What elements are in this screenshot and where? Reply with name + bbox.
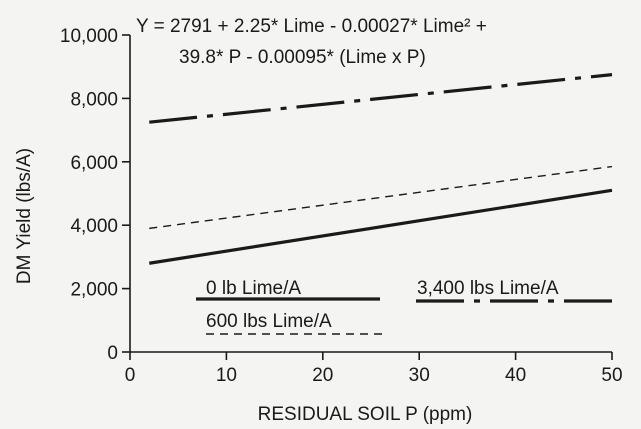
x-tick-label: 40 bbox=[505, 365, 526, 386]
series-line-2 bbox=[149, 73, 613, 124]
x-tick-label: 30 bbox=[409, 365, 430, 386]
legend-label-3400-lbs: 3,400 lbs Lime/A bbox=[417, 278, 559, 299]
series-line-0 bbox=[149, 188, 613, 265]
y-ticks: 0 2,000 4,000 6,000 8,000 10,000 bbox=[60, 26, 130, 364]
x-axis-label: RESIDUAL SOIL P (ppm) bbox=[258, 404, 473, 425]
series-lines bbox=[149, 73, 613, 265]
y-axis-label: DM Yield (lbs/A) bbox=[14, 148, 35, 284]
x-tick-label: 10 bbox=[216, 365, 237, 386]
x-tick-label: 50 bbox=[601, 365, 622, 386]
x-tick-label: 0 bbox=[125, 365, 136, 386]
y-tick-label: 0 bbox=[107, 343, 118, 364]
y-tick-label: 6,000 bbox=[70, 153, 118, 174]
equation-line-2: 39.8* P - 0.00095* (Lime x P) bbox=[179, 47, 426, 68]
y-tick-label: 10,000 bbox=[60, 26, 118, 47]
legend: 0 lb Lime/A 600 lbs Lime/A 3,400 lbs Lim… bbox=[196, 278, 612, 335]
x-ticks: 0 10 20 30 40 50 bbox=[125, 352, 623, 386]
x-tick-label: 20 bbox=[312, 365, 333, 386]
y-tick-label: 4,000 bbox=[70, 216, 118, 237]
y-tick-label: 8,000 bbox=[70, 89, 118, 110]
equation-line-1: Y = 2791 + 2.25* Lime - 0.00027* Lime² + bbox=[136, 16, 487, 37]
legend-label-600-lbs: 600 lbs Lime/A bbox=[206, 311, 332, 332]
series-line-1 bbox=[149, 165, 613, 230]
legend-label-0-lb: 0 lb Lime/A bbox=[206, 278, 301, 299]
y-tick-label: 2,000 bbox=[70, 280, 118, 301]
